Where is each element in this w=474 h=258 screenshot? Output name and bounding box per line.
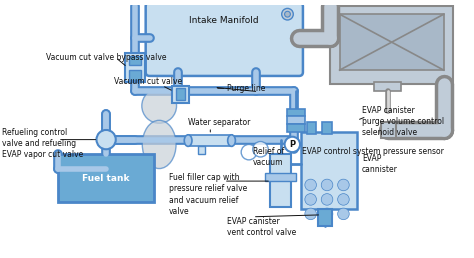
- Circle shape: [321, 208, 333, 220]
- Text: EVAP control system pressure sensor: EVAP control system pressure sensor: [302, 147, 444, 156]
- Circle shape: [337, 208, 349, 220]
- Circle shape: [282, 9, 293, 20]
- Bar: [288, 116, 305, 124]
- Bar: [301, 132, 357, 209]
- Circle shape: [321, 179, 333, 191]
- Circle shape: [305, 179, 317, 191]
- Ellipse shape: [184, 135, 192, 146]
- Bar: [265, 173, 296, 181]
- Circle shape: [337, 179, 349, 191]
- Bar: [322, 122, 332, 134]
- Bar: [188, 135, 231, 146]
- Text: EVAP canister
vent control valve: EVAP canister vent control valve: [227, 217, 296, 237]
- Text: — Purge line: — Purge line: [217, 84, 265, 93]
- FancyBboxPatch shape: [146, 3, 303, 76]
- Text: Relief of
vacuum: Relief of vacuum: [253, 147, 284, 167]
- Bar: [330, 6, 454, 84]
- Text: Vacuum cut valve bypass valve: Vacuum cut valve bypass valve: [46, 53, 167, 62]
- Bar: [381, 122, 395, 138]
- Text: EVAP canister
purge volume control
selenoid valve: EVAP canister purge volume control selen…: [362, 106, 444, 137]
- Text: Water separator: Water separator: [188, 118, 250, 127]
- Text: Fuel tank: Fuel tank: [82, 174, 130, 183]
- Text: Vacuum cut valve: Vacuum cut valve: [114, 77, 182, 86]
- Bar: [58, 154, 155, 202]
- Circle shape: [253, 142, 268, 157]
- Circle shape: [321, 194, 333, 205]
- Circle shape: [284, 11, 291, 17]
- Text: Intake Manifold: Intake Manifold: [190, 16, 259, 25]
- Text: Refueling control
valve and refueling
EVAP vapor cut valve: Refueling control valve and refueling EV…: [2, 128, 83, 159]
- Bar: [175, 88, 185, 100]
- Ellipse shape: [142, 120, 176, 168]
- Circle shape: [97, 130, 116, 149]
- Text: Fuel filler cap with
pressure relief valve
and vacuum relief
valve: Fuel filler cap with pressure relief val…: [169, 173, 247, 216]
- Bar: [288, 109, 305, 116]
- Circle shape: [305, 208, 317, 220]
- Circle shape: [142, 88, 176, 123]
- Bar: [198, 146, 206, 154]
- Bar: [307, 122, 317, 134]
- Bar: [172, 86, 189, 103]
- Bar: [288, 124, 305, 132]
- Bar: [126, 53, 145, 82]
- Bar: [374, 82, 401, 91]
- Circle shape: [305, 194, 317, 205]
- Bar: [339, 14, 444, 70]
- Circle shape: [337, 194, 349, 205]
- Ellipse shape: [228, 135, 236, 146]
- Bar: [129, 70, 141, 80]
- Bar: [319, 209, 332, 227]
- Circle shape: [241, 144, 256, 160]
- Bar: [270, 154, 292, 207]
- Text: EVAP
cannister: EVAP cannister: [362, 154, 398, 174]
- Bar: [129, 56, 141, 65]
- Circle shape: [284, 137, 300, 152]
- Text: P: P: [289, 140, 295, 149]
